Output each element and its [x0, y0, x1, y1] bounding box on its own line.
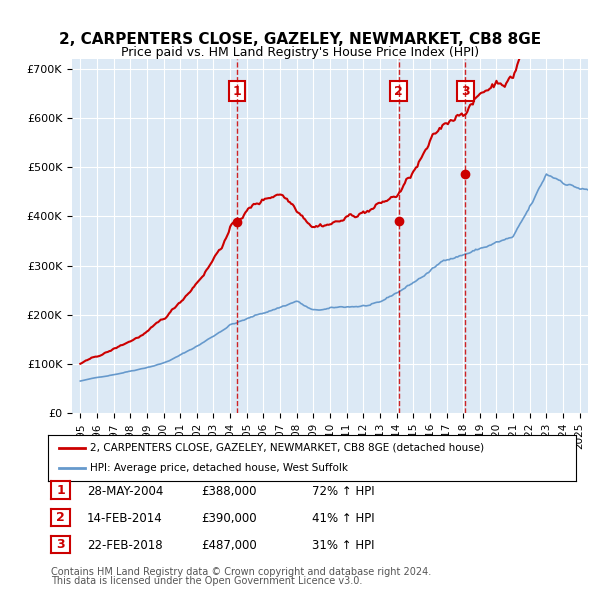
Text: Contains HM Land Registry data © Crown copyright and database right 2024.: Contains HM Land Registry data © Crown c…: [51, 567, 431, 577]
Text: £487,000: £487,000: [201, 539, 257, 552]
Text: 41% ↑ HPI: 41% ↑ HPI: [312, 512, 374, 525]
Text: 2: 2: [56, 511, 65, 524]
Text: 14-FEB-2014: 14-FEB-2014: [87, 512, 163, 525]
Text: 1: 1: [56, 484, 65, 497]
Text: 3: 3: [56, 538, 65, 551]
Text: 31% ↑ HPI: 31% ↑ HPI: [312, 539, 374, 552]
Text: £388,000: £388,000: [201, 485, 257, 498]
Text: £390,000: £390,000: [201, 512, 257, 525]
Text: Price paid vs. HM Land Registry's House Price Index (HPI): Price paid vs. HM Land Registry's House …: [121, 46, 479, 59]
Text: 22-FEB-2018: 22-FEB-2018: [87, 539, 163, 552]
Text: 2: 2: [394, 85, 403, 98]
Text: 1: 1: [232, 85, 241, 98]
Text: HPI: Average price, detached house, West Suffolk: HPI: Average price, detached house, West…: [90, 463, 348, 473]
Text: 2, CARPENTERS CLOSE, GAZELEY, NEWMARKET, CB8 8GE: 2, CARPENTERS CLOSE, GAZELEY, NEWMARKET,…: [59, 32, 541, 47]
Text: 2, CARPENTERS CLOSE, GAZELEY, NEWMARKET, CB8 8GE (detached house): 2, CARPENTERS CLOSE, GAZELEY, NEWMARKET,…: [90, 442, 484, 453]
Text: 28-MAY-2004: 28-MAY-2004: [87, 485, 163, 498]
Text: 3: 3: [461, 85, 470, 98]
Text: This data is licensed under the Open Government Licence v3.0.: This data is licensed under the Open Gov…: [51, 576, 362, 586]
Text: 72% ↑ HPI: 72% ↑ HPI: [312, 485, 374, 498]
